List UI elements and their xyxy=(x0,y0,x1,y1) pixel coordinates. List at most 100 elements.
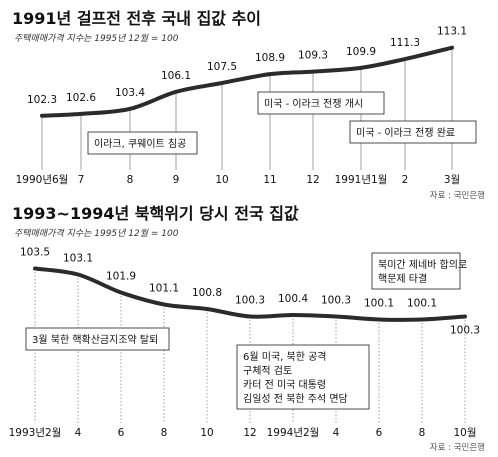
value-label: 102.6 xyxy=(66,92,96,104)
value-label: 100.1 xyxy=(364,298,394,310)
chart-1-series-line xyxy=(40,45,454,118)
data-point xyxy=(220,81,224,85)
x-tick-label: 6 xyxy=(376,427,383,439)
annotation-box: 이라크, 쿠웨이트 침공 xyxy=(87,131,198,155)
annotation-box: 3월 북한 핵확산금지조약 탈퇴 xyxy=(25,327,170,351)
annotation-frame xyxy=(87,131,198,155)
chart-1-value-labels: 102.3 102.6 103.4 106.1 107.5 108.9 109.3 109.9… xyxy=(27,26,467,106)
x-tick-label: 10 xyxy=(200,427,213,439)
x-tick-label: 1993년2월 xyxy=(9,427,62,439)
data-point xyxy=(205,307,209,311)
data-point xyxy=(248,314,252,319)
data-point xyxy=(463,314,467,319)
data-point xyxy=(359,66,363,70)
annotation-text: 핵문제 타결 xyxy=(378,273,427,285)
annotation-text: 카터 전 미국 대통령 xyxy=(243,379,326,391)
data-point xyxy=(119,290,123,295)
chart-1-guides xyxy=(41,47,453,170)
chart-1-title: 1991년 걸프전 전후 국내 집값 추이 xyxy=(12,9,261,28)
annotation-frame xyxy=(257,91,385,115)
data-point xyxy=(174,90,178,94)
value-label: 100.3 xyxy=(450,325,480,337)
x-tick-label: 12 xyxy=(306,174,319,186)
x-tick-label: 1994년2월 xyxy=(267,427,320,439)
chart-1-source: 자료 : 국민은행 xyxy=(430,190,485,201)
value-label: 103.5 xyxy=(20,247,50,259)
annotation-text: 미국 - 이라크 전쟁 완료 xyxy=(356,127,455,139)
x-tick-label: 6 xyxy=(118,427,125,439)
data-point xyxy=(403,57,407,61)
value-label: 108.9 xyxy=(255,52,285,64)
value-label: 111.3 xyxy=(390,37,420,49)
data-point xyxy=(450,46,454,50)
chart-2-value-labels: 103.5 103.1 101.9 101.1 100.8 100.3 100.4 100.3… xyxy=(20,247,480,337)
value-label: 100.4 xyxy=(278,293,308,305)
x-tick-label: 2 xyxy=(402,174,409,186)
annotation-frame xyxy=(236,344,370,410)
value-label: 100.8 xyxy=(192,287,222,299)
chart-2-x-ticks: 1993년2월 4 6 8 10 12 1994년2월 4 6 8 10월 xyxy=(9,427,477,439)
data-point xyxy=(40,114,44,118)
data-point xyxy=(128,107,132,111)
value-label: 102.3 xyxy=(27,94,57,106)
value-label: 103.4 xyxy=(115,87,145,99)
annotation-text: 미국 - 이라크 전쟁 개시 xyxy=(264,98,363,110)
data-point xyxy=(33,266,37,271)
chart-1-subtitle: 주택매매가격 지수는 1995년 12월 = 100 xyxy=(14,33,179,44)
annotation-frame xyxy=(349,120,477,144)
data-point xyxy=(334,314,338,319)
value-label: 113.1 xyxy=(437,26,467,38)
chart-1-points xyxy=(40,46,454,118)
data-point xyxy=(79,112,83,116)
x-tick-label: 12 xyxy=(243,427,256,439)
data-point xyxy=(76,272,80,277)
value-label: 100.3 xyxy=(235,295,265,307)
value-label: 103.1 xyxy=(63,253,93,265)
chart-1: 1991년 걸프전 전후 국내 집값 추이 주택매매가격 지수는 1995년 1… xyxy=(12,9,485,201)
chart-2-subtitle: 주택매매가격 지수는 1995년 12월 = 100 xyxy=(14,228,179,239)
x-tick-label: 4 xyxy=(333,427,340,439)
value-label: 101.1 xyxy=(149,283,179,295)
data-point xyxy=(291,313,295,317)
value-label: 100.3 xyxy=(321,295,351,307)
x-tick-label: 8 xyxy=(161,427,168,439)
data-point xyxy=(268,72,272,76)
data-point xyxy=(420,317,424,322)
value-label: 106.1 xyxy=(161,70,191,82)
value-label: 100.1 xyxy=(407,298,437,310)
chart-2-source: 자료 : 국민은행 xyxy=(430,442,485,453)
value-label: 107.5 xyxy=(207,61,237,73)
annotation-box: 미국 - 이라크 전쟁 개시 xyxy=(257,91,385,115)
chart-2: 1993~1994년 북핵위기 당시 전국 집값 주택매매가격 지수는 1995… xyxy=(9,204,485,453)
annotation-frame xyxy=(25,327,170,351)
annotation-box: 미국 - 이라크 전쟁 완료 xyxy=(349,120,477,144)
data-point xyxy=(311,70,315,74)
x-tick-label: 4 xyxy=(75,427,82,439)
value-label: 109.3 xyxy=(298,50,328,62)
chart-1-x-ticks: 1990년6월 7 8 9 10 11 12 1991년1월 2 3월 xyxy=(16,174,461,186)
value-label: 109.9 xyxy=(346,46,376,58)
chart-2-points xyxy=(33,266,467,322)
annotation-text: 3월 북한 핵확산금지조약 탈퇴 xyxy=(32,333,158,346)
data-point xyxy=(377,317,381,322)
annotation-frame xyxy=(371,252,461,290)
data-point xyxy=(162,302,166,307)
x-tick-label: 1990년6월 xyxy=(16,174,69,186)
x-tick-label: 8 xyxy=(127,174,134,186)
annotation-text: 6월 미국, 북한 공격 xyxy=(243,350,326,363)
x-tick-label: 7 xyxy=(78,174,85,186)
annotation-text: 북미간 제네바 합의로 xyxy=(378,259,467,271)
chart-2-title: 1993~1994년 북핵위기 당시 전국 집값 xyxy=(12,204,299,223)
x-tick-label: 8 xyxy=(419,427,426,439)
x-tick-label: 1991년1월 xyxy=(335,174,388,186)
x-tick-label: 11 xyxy=(263,174,276,186)
x-tick-label: 9 xyxy=(173,174,180,186)
x-tick-label: 10월 xyxy=(453,427,476,439)
value-label: 101.9 xyxy=(106,271,136,283)
x-tick-label: 10 xyxy=(215,174,228,186)
